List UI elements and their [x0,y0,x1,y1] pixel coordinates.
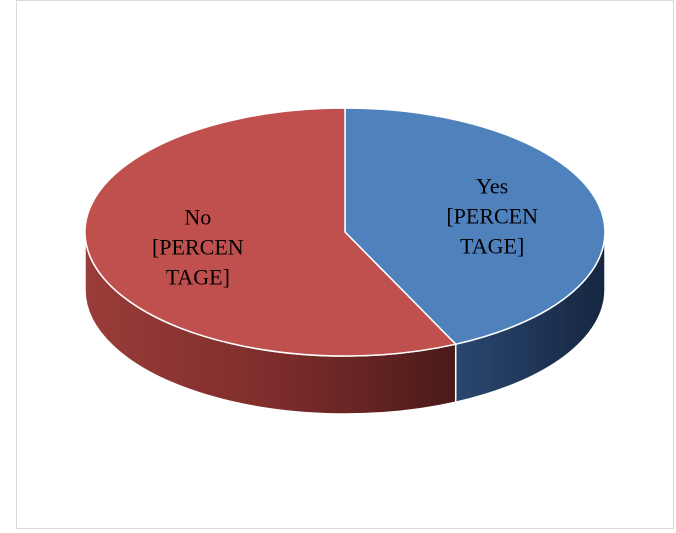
pie-slice-no [84,107,457,357]
pie-slice-yes [344,107,606,345]
data-label-no: No [PERCEN TAGE] [152,205,244,290]
data-label-line: Yes [476,173,508,198]
data-label-line: TAGE] [166,265,230,290]
data-label-yes: Yes [PERCEN TAGE] [446,173,538,258]
data-label-line: TAGE] [460,233,524,258]
pie-chart: Yes [PERCEN TAGE] No [PERCEN TAGE] [84,107,606,415]
data-label-line: [PERCEN [446,203,538,228]
data-label-line: [PERCEN [152,235,244,260]
data-label-line: No [184,205,211,230]
chart-frame: Yes [PERCEN TAGE] No [PERCEN TAGE] [16,0,674,529]
